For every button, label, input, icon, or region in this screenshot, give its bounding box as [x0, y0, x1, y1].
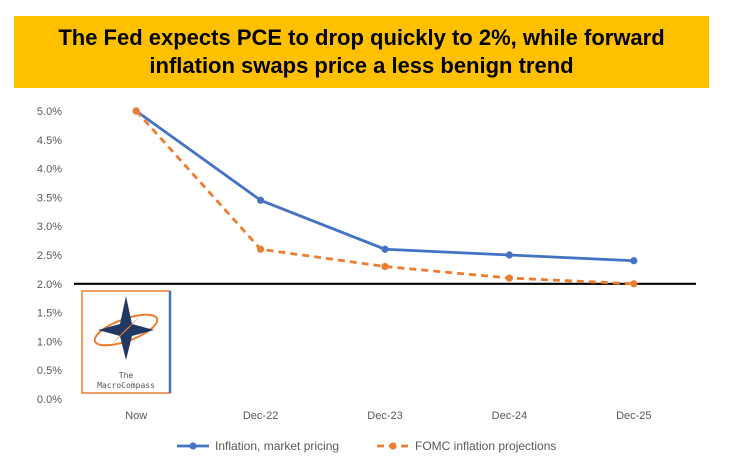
logo-compass-star-icon	[98, 296, 154, 360]
series-line-2	[135, 110, 634, 286]
y-tick-label: 2.5%	[37, 250, 62, 262]
logo-text-panel	[84, 372, 168, 392]
legend-label-2: FOMC inflation projections	[415, 439, 556, 453]
y-tick-label: 2.0%	[37, 279, 62, 291]
chart-title: The Fed expects PCE to drop quickly to 2…	[58, 25, 665, 78]
series-2-point	[381, 262, 389, 271]
logo-compass-needle-icon	[112, 316, 140, 344]
y-tick-label: 4.0%	[37, 164, 62, 176]
logo-text-the: The	[119, 371, 134, 380]
series-1-point	[505, 251, 513, 259]
series-line-1	[135, 109, 634, 263]
y-tick-label: 0.0%	[37, 394, 62, 406]
x-tick-label: Now	[125, 410, 147, 422]
x-tick-label: Dec-23	[367, 410, 402, 422]
y-tick-label: 1.0%	[37, 336, 62, 348]
y-tick-label: 4.5%	[37, 135, 62, 147]
series-1-point	[630, 257, 638, 265]
title-banner: The Fed expects PCE to drop quickly to 2…	[14, 16, 709, 88]
legend-marker-2	[389, 442, 397, 450]
series-group	[132, 107, 638, 288]
legend: Inflation, market pricing FOMC inflation …	[177, 439, 556, 453]
y-tick-label: 1.5%	[37, 308, 62, 320]
y-axis: 0.0% 0.5% 1.0% 1.5% 2.0% 2.5% 3.0% 3.5% 4.0% 4.5%…	[37, 106, 62, 406]
series-2-point	[505, 274, 513, 282]
y-tick-label: 3.0%	[37, 221, 62, 233]
series-1-point	[257, 196, 265, 204]
series-2-point	[132, 107, 140, 115]
logo-text-name: MacroCompass	[97, 381, 155, 390]
legend-label-1: Inflation, market pricing	[215, 439, 339, 453]
y-tick-label: 5.0%	[37, 106, 62, 118]
series-2-point	[630, 280, 638, 288]
x-axis: Now Dec-22 Dec-23 Dec-24 Dec-25	[125, 410, 651, 422]
y-tick-label: 0.5%	[37, 365, 62, 377]
x-tick-label: Dec-25	[616, 410, 651, 422]
x-tick-label: Dec-24	[492, 410, 527, 422]
series-2-point	[257, 245, 265, 253]
y-tick-label: 3.5%	[37, 192, 62, 204]
x-tick-label: Dec-22	[243, 410, 278, 422]
series-1-point	[381, 245, 389, 253]
legend-marker-1	[189, 442, 197, 450]
